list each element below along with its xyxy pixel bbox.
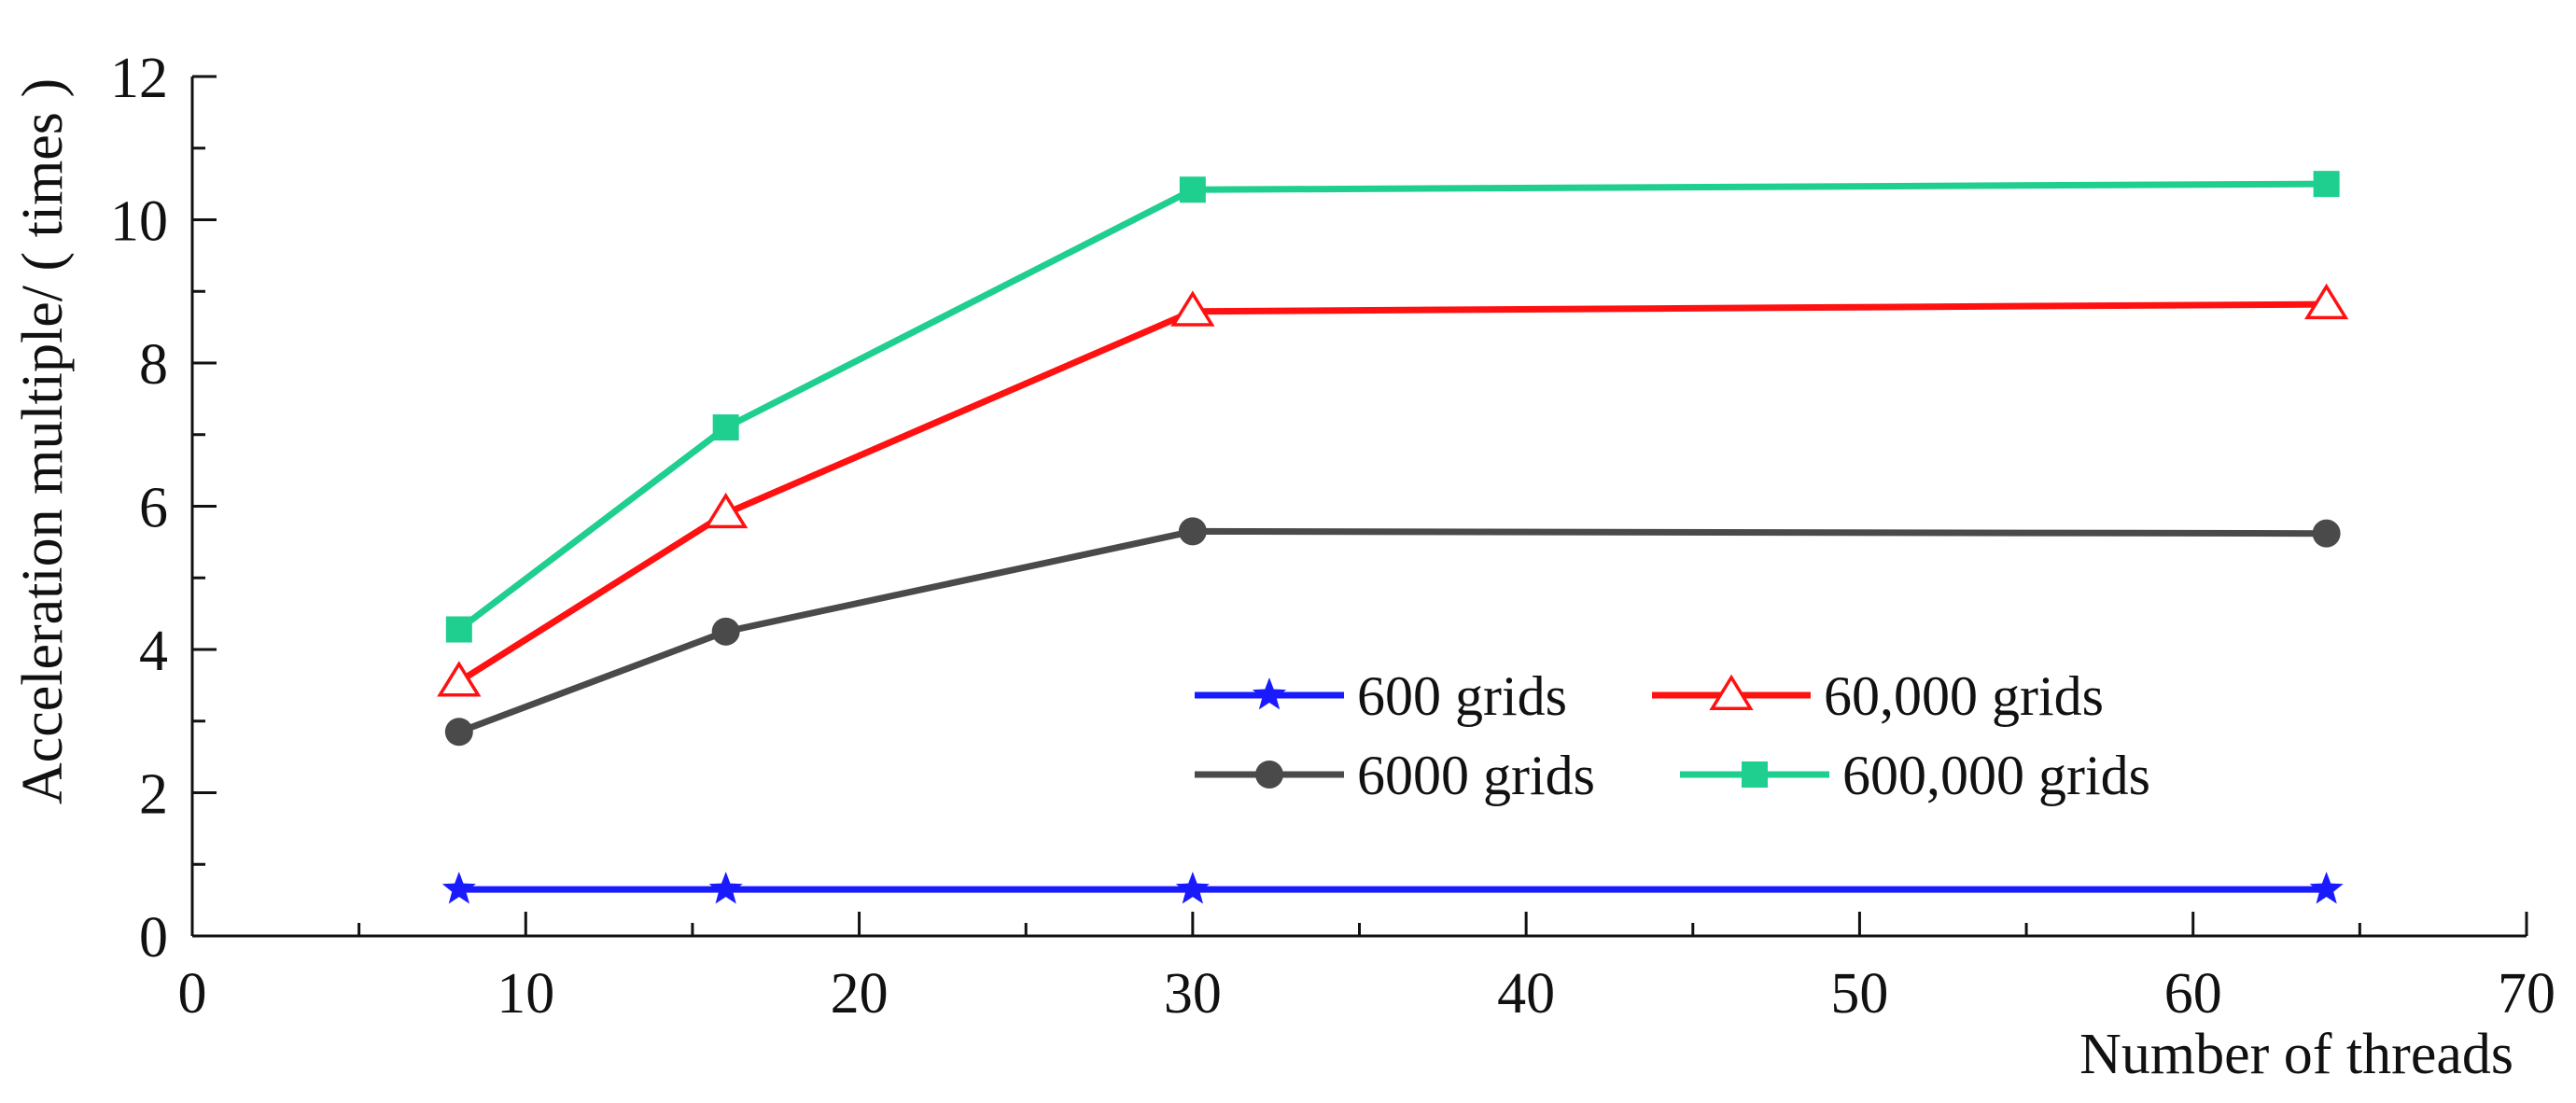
data-point-600-000-grids — [2313, 171, 2340, 198]
y-tick-label: 10 — [110, 190, 168, 254]
data-point-6000-grids — [1178, 517, 1207, 546]
data-point-600-000-grids — [1179, 176, 1206, 203]
legend-label: 6000 grids — [1357, 745, 1595, 806]
series-line-6000-grids — [457, 527, 2327, 735]
x-tick-label: 40 — [1497, 962, 1555, 1026]
data-point-6000-grids — [2312, 519, 2341, 548]
data-point-6000-grids — [711, 617, 740, 646]
x-tick-label: 50 — [1830, 962, 1888, 1026]
x-tick-label: 0 — [178, 962, 207, 1026]
data-point-6000-grids — [444, 718, 473, 747]
legend-label: 60,000 grids — [1824, 665, 2104, 727]
data-point-600-grids — [441, 872, 476, 904]
data-point-600-grids — [708, 872, 743, 904]
legend-label: 600 grids — [1357, 665, 1567, 727]
y-tick-label: 0 — [139, 906, 168, 970]
y-tick-label: 4 — [139, 620, 168, 683]
legend-marker — [1252, 677, 1287, 710]
data-point-60-000-grids — [1170, 290, 1215, 327]
y-tick-label: 2 — [139, 763, 168, 827]
legend-item-6000-grids: 6000 grids — [1195, 745, 1595, 806]
legend: 600 grids 60,000 grids 6000 grids 600,000 g… — [1195, 665, 2150, 806]
x-axis-title: Number of threads — [2079, 1023, 2513, 1086]
series-line-600-000-grids — [456, 180, 2327, 633]
x-tick-label: 20 — [831, 962, 889, 1026]
data-point-600-grids — [1175, 872, 1210, 904]
legend-item-60-000-grids: 60,000 grids — [1652, 665, 2104, 727]
data-point-600-000-grids — [445, 616, 472, 643]
series-60-000-grids — [437, 283, 2349, 697]
legend-label: 600,000 grids — [1842, 745, 2150, 806]
legend-item-600-grids: 600 grids — [1195, 665, 1567, 727]
y-tick-label: 8 — [139, 333, 168, 397]
x-tick-label: 70 — [2498, 962, 2555, 1026]
series-6000-grids — [444, 517, 2341, 747]
x-tick-label: 30 — [1164, 962, 1222, 1026]
series-line-60-000-grids — [456, 300, 2327, 685]
legend-marker — [1709, 674, 1754, 710]
y-tick-label: 12 — [110, 47, 168, 110]
y-axis-title: Acceleration multiple/ ( times ) — [11, 78, 75, 804]
legend-marker — [1255, 761, 1283, 789]
plot-area — [437, 171, 2349, 904]
data-point-60-000-grids — [437, 661, 482, 697]
x-tick-label: 60 — [2164, 962, 2222, 1026]
series-600-000-grids — [445, 171, 2340, 643]
data-point-60-000-grids — [2303, 283, 2349, 320]
series-600-grids — [441, 872, 2344, 904]
data-point-60-000-grids — [704, 492, 749, 529]
x-tick-label: 10 — [497, 962, 554, 1026]
axes: 0 10 20 30 40 50 60 70 0 2 4 6 8 10 12 — [110, 47, 2555, 1026]
legend-marker — [1742, 761, 1768, 788]
legend-item-600-000-grids: 600,000 grids — [1680, 745, 2150, 806]
y-tick-label: 6 — [139, 477, 168, 540]
data-point-600-grids — [2309, 872, 2344, 904]
data-point-600-000-grids — [712, 414, 739, 441]
